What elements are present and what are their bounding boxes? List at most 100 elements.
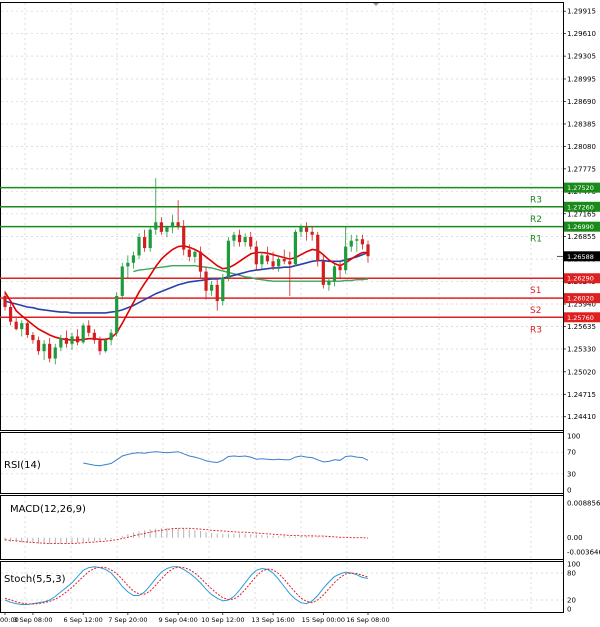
candle-body	[3, 295, 7, 307]
stoch-tick-label: 80	[567, 570, 576, 578]
candle-body	[316, 234, 320, 262]
price-tick-label: 1.27165	[567, 210, 596, 218]
time-tick-label: 3 Sep 08:00	[13, 616, 52, 624]
time-tick-label: 16 Sep 08:00	[346, 616, 389, 624]
candle-body	[176, 222, 180, 226]
level-price-label: 1.26020	[567, 295, 594, 303]
chart-shift-marker	[373, 3, 379, 6]
level-price-label: 1.27260	[567, 203, 594, 211]
candle-body	[221, 277, 225, 302]
time-tick-label: 6 Sep 12:00	[64, 616, 103, 624]
time-tick-label: 13 Sep 16:00	[251, 616, 294, 624]
candle-body	[198, 251, 203, 272]
candle-body	[327, 281, 331, 285]
level-name-r2: R2	[530, 215, 542, 225]
level-name-r1: R1	[530, 235, 542, 245]
candle-body	[8, 306, 13, 322]
current-price-label: 1.26588	[567, 253, 594, 261]
candle-body	[48, 343, 52, 359]
price-tick-label: 1.28690	[567, 98, 596, 106]
candle-body	[159, 222, 163, 232]
level-price-tag	[564, 273, 600, 284]
price-tick-label: 1.29610	[567, 30, 596, 38]
stoch-tick-label: 20	[567, 597, 576, 605]
candle-body	[14, 321, 18, 330]
candle-body	[115, 295, 119, 333]
candle-body	[53, 347, 57, 359]
time-tick-label: 00:00	[0, 616, 19, 624]
candle-body	[271, 261, 275, 267]
level-name-s1: S1	[530, 286, 541, 296]
candle-body	[249, 236, 253, 247]
candle-body	[338, 266, 342, 271]
macd-tick-label: -0.003646	[567, 549, 600, 557]
rsi-label: RSI(14)	[4, 460, 41, 471]
level-price-tag	[564, 312, 600, 323]
level-name-s2: S2	[530, 306, 541, 316]
candle-body	[349, 240, 353, 247]
price-tick-label: 1.24715	[567, 391, 596, 399]
candle-body	[143, 236, 147, 249]
macd-label: MACD(12,26,9)	[10, 504, 86, 515]
candle-body	[299, 227, 303, 232]
price-tick-label: 1.27775	[567, 165, 596, 173]
stoch-main-line	[4, 566, 369, 605]
candle-body	[154, 222, 158, 230]
macd-signal-line	[4, 527, 369, 545]
price-tick-label: 1.28385	[567, 120, 596, 128]
candle-body	[310, 231, 314, 235]
candle-body	[243, 236, 247, 243]
macd-tick-label: 0.008856	[567, 500, 600, 508]
candle-body	[344, 246, 348, 271]
candle-body	[148, 229, 152, 249]
candle-body	[254, 246, 258, 265]
candle-body	[109, 332, 113, 341]
candle-body	[210, 284, 214, 291]
candle-body	[321, 261, 325, 285]
candle-body	[232, 234, 236, 241]
level-price-label: 1.26990	[567, 223, 594, 231]
stoch-label: Stoch(5,5,3)	[4, 574, 66, 585]
price-tick-label: 1.25020	[567, 368, 596, 376]
candle-body	[31, 334, 35, 341]
candle-body	[87, 325, 91, 333]
candle-body	[120, 266, 124, 296]
candle-body	[237, 234, 242, 243]
rsi-tick-label: 70	[567, 449, 576, 457]
price-tick-label: 1.25330	[567, 345, 596, 353]
rsi-tick-label: 0	[567, 487, 571, 495]
candle-body	[282, 259, 286, 262]
price-tick-label: 1.25635	[567, 323, 596, 331]
level-price-tag	[564, 221, 600, 232]
level-name-r3: R3	[530, 196, 542, 206]
stoch-tick-label: 100	[567, 561, 580, 569]
candle-body	[25, 323, 29, 335]
candle-body	[59, 337, 63, 348]
candle-body	[137, 236, 141, 256]
price-tick-label: 1.28080	[567, 143, 596, 151]
candle-body	[70, 336, 74, 344]
candle-body	[64, 337, 69, 344]
level-price-label: 1.25760	[567, 314, 594, 322]
price-tick-label: 1.29305	[567, 53, 596, 61]
macd-histogram	[4, 527, 363, 544]
price-tick-label: 1.29915	[567, 8, 596, 16]
candle-body	[165, 227, 169, 232]
rsi-tick-label: 100	[567, 433, 580, 441]
candle-body	[204, 271, 208, 291]
candles	[3, 178, 370, 365]
candle-body	[332, 266, 337, 282]
candle-body	[126, 262, 130, 267]
level-price-label: 1.27520	[567, 184, 594, 192]
price-tick-label: 1.24410	[567, 413, 596, 421]
price-tick-label: 1.25940	[567, 301, 596, 309]
candle-body	[170, 222, 175, 228]
candle-body	[182, 225, 186, 250]
price-tick-label: 1.26855	[567, 233, 596, 241]
candle-body	[36, 340, 41, 352]
candle-body	[360, 239, 365, 245]
stoch-tick-label: 0	[567, 606, 571, 614]
time-tick-label: 15 Sep 00:00	[302, 616, 345, 624]
rsi-line	[83, 451, 369, 467]
